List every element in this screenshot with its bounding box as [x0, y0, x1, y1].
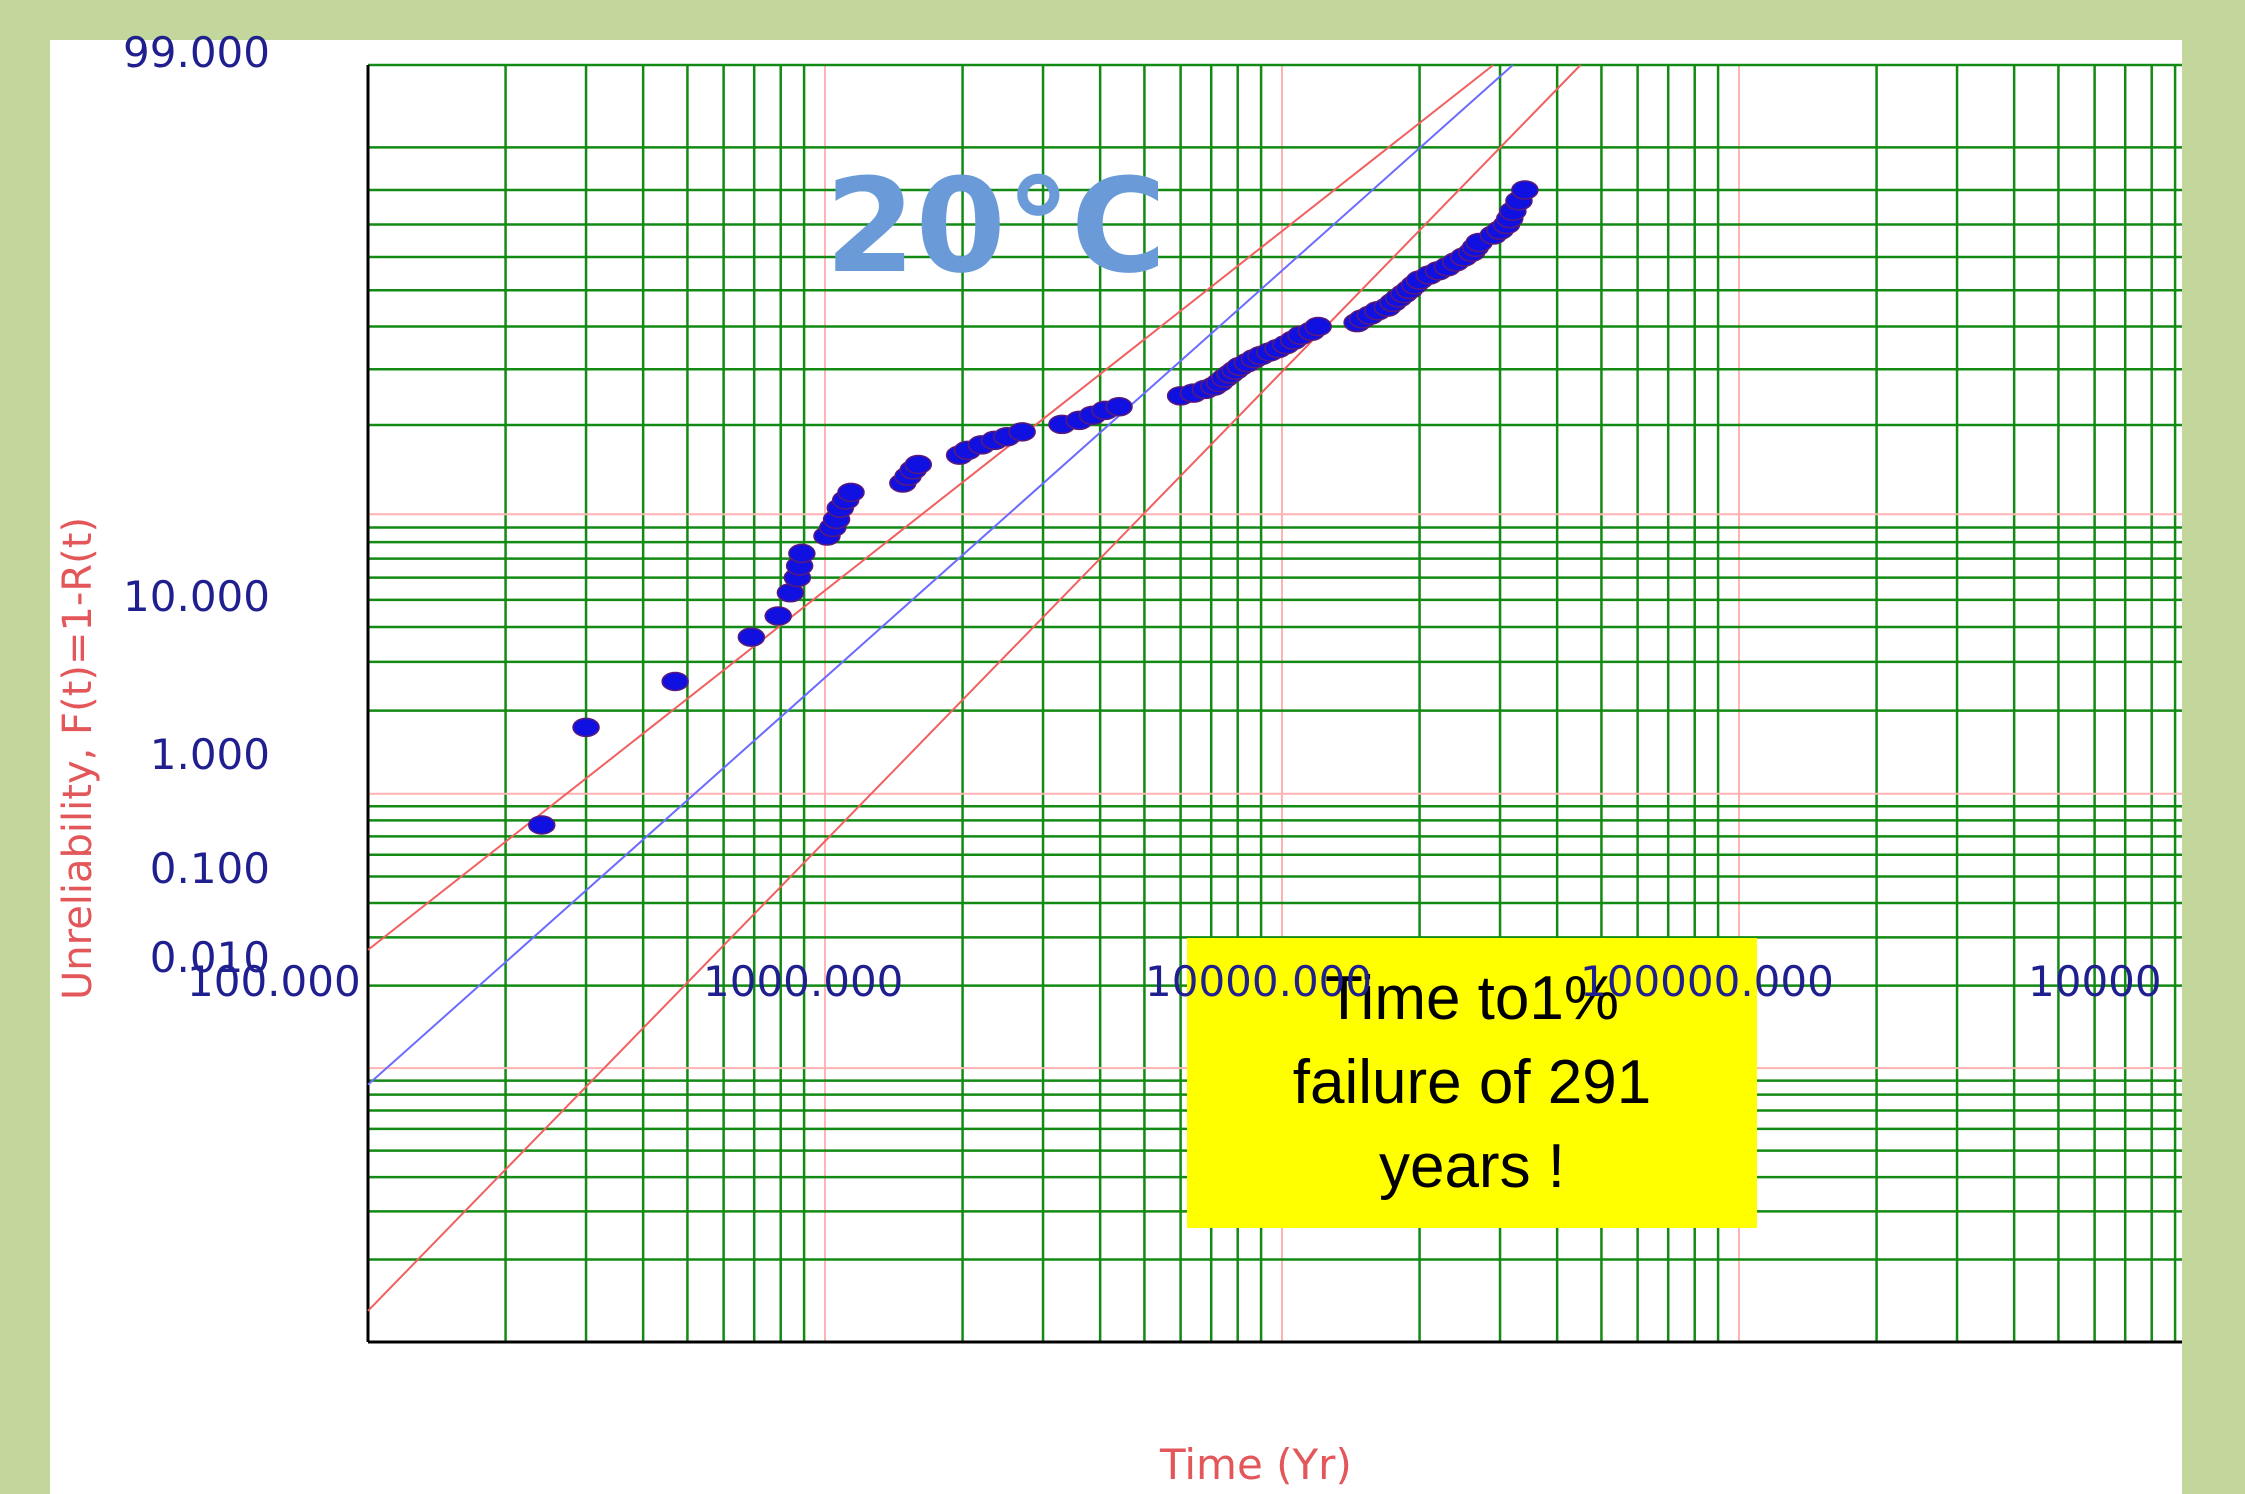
data-point [1511, 180, 1539, 200]
y-tick-label: 10.000 [123, 572, 270, 621]
data-point [661, 671, 689, 692]
x-tick-label: 10000 [2028, 957, 2162, 1006]
data-point [837, 482, 865, 503]
fit-line [367, 64, 1514, 1086]
data-point [904, 454, 933, 475]
x-tick-label: 100000.000 [1580, 957, 1834, 1006]
data-point [1008, 422, 1036, 442]
y-tick-label: 0.100 [149, 844, 270, 893]
lower-confidence-bound [367, 64, 1582, 1312]
y-tick-label: 1.000 [149, 730, 270, 779]
callout-box: Time to1% failure of 291 years ! [1187, 938, 1757, 1228]
data-point [572, 717, 600, 738]
x-axis-label: Time (Yr) [1160, 1440, 1352, 1489]
y-axis-label: Unreliability, F(t)=1-R(t) [55, 516, 101, 1000]
chart-panel: 20°C Time to1% failure of 291 years ! 99… [50, 28, 2182, 1494]
callout-line-1: Time to1% [1324, 964, 1619, 1033]
data-point [788, 543, 816, 564]
y-tick-label: 99.000 [123, 28, 270, 77]
callout-line-3: years ! [1378, 1132, 1566, 1201]
y-tick-label: 0.010 [149, 933, 270, 982]
data-point [1105, 397, 1133, 417]
data-point [737, 627, 766, 647]
x-tick-label: 100.000 [187, 957, 361, 1006]
data-point [528, 815, 556, 835]
data-point [1304, 316, 1332, 337]
upper-confidence-bound [367, 64, 1494, 951]
x-tick-label: 1000.000 [703, 957, 904, 1006]
x-tick-label: 10000.000 [1145, 957, 1373, 1006]
callout-line-2: failure of 291 [1292, 1048, 1652, 1117]
temperature-label: 20°C [825, 150, 1167, 302]
data-point [764, 606, 792, 626]
